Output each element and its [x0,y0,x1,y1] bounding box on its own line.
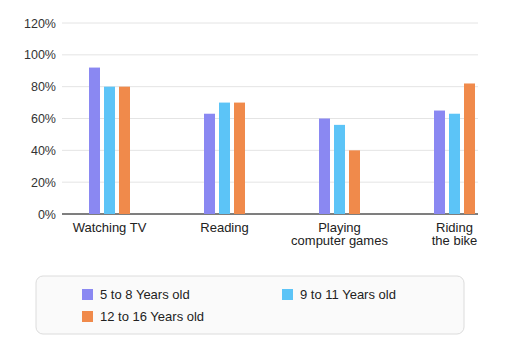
y-tick-label: 0% [38,208,56,222]
bars [89,68,475,214]
bar [204,114,215,214]
bar [104,87,115,214]
y-tick-label: 40% [31,144,56,158]
x-tick-line: the bike [432,233,478,248]
y-tick-label: 60% [31,112,56,126]
legend-label: 12 to 16 Years old [100,309,204,324]
x-tick-label: Ridingthe bike [432,220,478,248]
bar [334,125,345,214]
x-tick-label: Reading [200,220,248,235]
legend-swatch [282,289,293,300]
legend-box [36,276,464,334]
y-tick-label: 20% [31,176,56,190]
legend-swatch [82,311,93,322]
bar [464,83,475,214]
grid-line [62,54,478,55]
bar [349,150,360,214]
bar [449,114,460,214]
bar [119,87,130,214]
x-tick-line: Watching TV [73,220,147,235]
x-tick-label: Playingcomputer games [291,220,388,248]
y-tick-label: 120% [24,17,56,31]
legend: 5 to 8 Years old 9 to 11 Years old 12 to 1… [36,276,464,334]
bar [89,68,100,214]
grid-line [62,23,478,24]
legend-swatch [82,289,93,300]
legend-label: 9 to 11 Years old [300,287,396,302]
bar [319,119,330,215]
x-tick-line: computer games [291,233,388,248]
bar [434,111,445,214]
bar [219,103,230,214]
x-tick-label: Watching TV [73,220,147,235]
y-tick-label: 100% [24,48,56,62]
y-tick-label: 80% [31,80,56,94]
x-tick-line: Reading [200,220,248,235]
legend-label: 5 to 8 Years old [100,287,190,302]
bar [234,103,245,214]
